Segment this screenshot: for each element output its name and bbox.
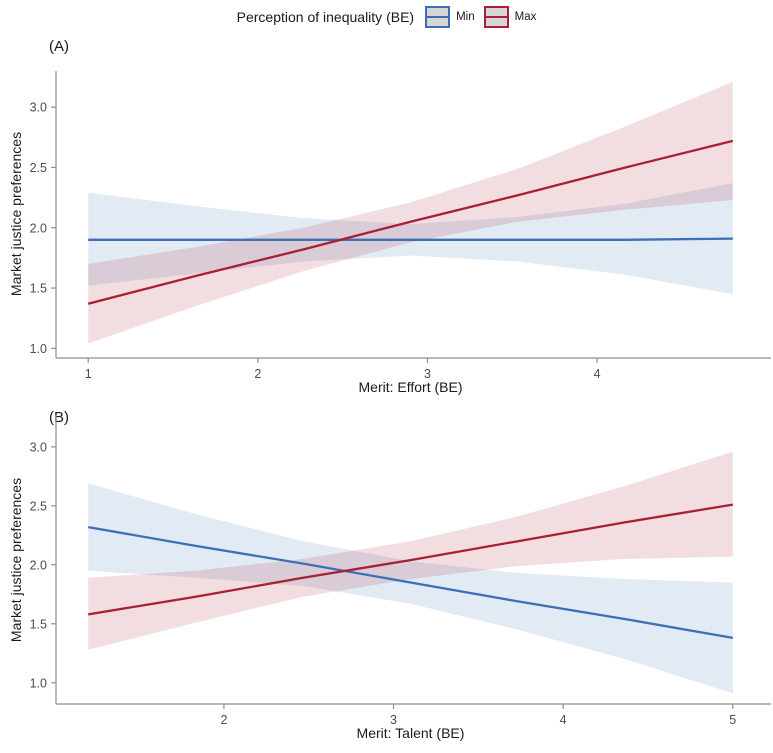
- x-tick-label: 3: [424, 367, 431, 381]
- trend-line-max: [88, 503, 733, 616]
- y-tick-label: 1.5: [30, 282, 47, 296]
- x-tick-label: 4: [594, 367, 601, 381]
- legend-label-max: Max: [514, 11, 537, 23]
- ci-ribbon-max: [88, 81, 733, 344]
- y-tick-label: 2.5: [30, 499, 47, 513]
- y-tick-label: 2.0: [30, 558, 47, 572]
- legend: Perception of inequality (BE) Min Max: [0, 4, 773, 30]
- y-tick-label: 3.0: [30, 101, 47, 115]
- y-tick-label: 3.0: [30, 440, 47, 454]
- x-tick-label: 1: [85, 367, 92, 381]
- y-tick-label: 2.5: [30, 161, 47, 175]
- ci-ribbon-max: [88, 451, 733, 650]
- trend-line-min: [88, 237, 733, 241]
- x-tick-label: 2: [254, 367, 261, 381]
- legend-label-min: Min: [456, 11, 475, 23]
- y-tick-label: 1.0: [30, 676, 47, 690]
- panel-a-x-axis-title: Merit: Effort (BE): [358, 379, 463, 395]
- x-tick-label: 4: [560, 713, 567, 727]
- x-tick-label: 2: [220, 713, 227, 727]
- y-tick-label: 1.0: [30, 342, 47, 356]
- y-tick-label: 1.5: [30, 617, 47, 631]
- panel-a-tag: (A): [49, 38, 69, 55]
- panel-b-x-axis-title: Merit: Talent (BE): [356, 725, 465, 741]
- max-line-glyph: [485, 15, 507, 19]
- x-tick-label: 3: [390, 713, 397, 727]
- min-line-glyph: [427, 15, 449, 19]
- panel-b-tag: (B): [49, 409, 69, 426]
- ci-ribbon-min: [88, 483, 733, 694]
- y-tick-label: 2.0: [30, 221, 47, 235]
- legend-item-max: Max: [483, 6, 537, 28]
- min-ribbon-key-icon: [425, 6, 451, 28]
- ci-ribbon-min: [88, 183, 733, 295]
- x-tick-label: 5: [729, 713, 736, 727]
- legend-title: Perception of inequality (BE): [236, 9, 415, 25]
- trend-line-max: [87, 139, 734, 305]
- max-ribbon-key-icon: [483, 6, 509, 28]
- trend-line-min: [88, 525, 733, 640]
- legend-item-min: Min: [425, 6, 475, 28]
